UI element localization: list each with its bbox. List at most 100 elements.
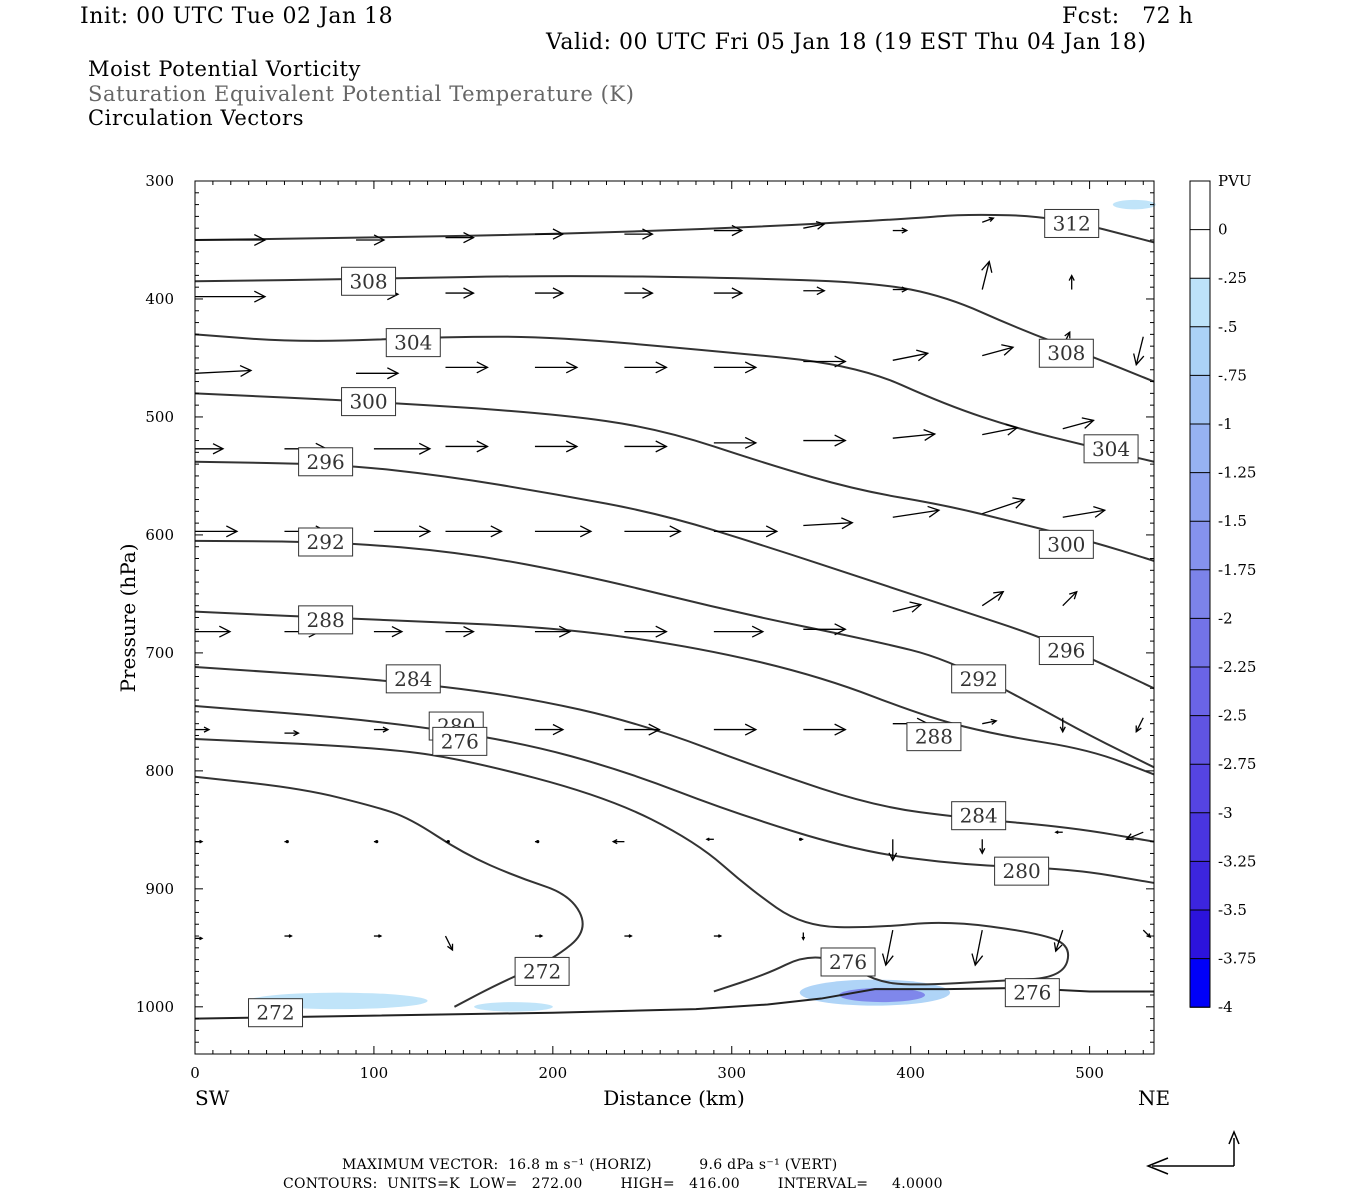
circulation-vector	[803, 221, 826, 230]
circulation-vector	[373, 525, 432, 538]
circulation-vector	[534, 625, 572, 638]
y-tick-label: 900	[145, 880, 174, 898]
contour-label-276: 276	[1004, 978, 1060, 1008]
circulation-vector	[713, 287, 744, 299]
circulation-vector	[534, 934, 544, 938]
colorbar-label: -3.25	[1218, 852, 1256, 870]
circulation-vector	[284, 934, 293, 938]
circulation-vector	[979, 839, 986, 855]
circulation-vector	[713, 525, 779, 538]
colorbar-swatch	[1190, 812, 1210, 862]
isentrope-272	[194, 775, 584, 1008]
circulation-vector	[803, 434, 847, 447]
colorbar-swatch	[1190, 472, 1210, 522]
x-tick-label: 500	[1075, 1064, 1104, 1082]
circulation-vector	[611, 839, 625, 845]
colorbar-label: -3.5	[1218, 901, 1247, 919]
svg-text:276: 276	[829, 950, 867, 974]
circulation-vector	[445, 625, 475, 638]
y-tick-label: 400	[145, 290, 174, 308]
circulation-vector	[803, 723, 847, 736]
circulation-vector	[1062, 505, 1107, 518]
colorbar-swatch	[1190, 715, 1210, 765]
x-end-right: NE	[1138, 1086, 1170, 1110]
contour-label-308: 308	[1038, 338, 1094, 368]
max-vector-note: MAXIMUM VECTOR: 16.8 m s⁻¹ (HORIZ) 9.6 d…	[342, 1157, 838, 1173]
circulation-vector	[892, 505, 941, 518]
contour-label-284: 284	[385, 664, 441, 694]
pv-patch	[474, 1002, 553, 1012]
y-tick-label: 600	[145, 526, 174, 544]
circulation-vector	[373, 840, 379, 844]
y-tick-label: 700	[145, 644, 174, 662]
x-tick-label: 100	[360, 1064, 389, 1082]
circulation-vector	[534, 361, 579, 374]
svg-text:288: 288	[915, 725, 953, 749]
isentrope-280	[194, 704, 1155, 884]
contour-label-288: 288	[298, 605, 354, 635]
circulation-vector	[892, 349, 930, 362]
circulation-vector	[195, 525, 239, 538]
colorbar-label: -1	[1218, 415, 1233, 433]
vector-layer	[194, 216, 1152, 967]
circulation-vector	[982, 497, 1026, 515]
circulation-vector	[982, 423, 1019, 436]
circulation-vector	[713, 934, 723, 938]
svg-text:284: 284	[394, 667, 432, 691]
colorbar-label: -.5	[1218, 318, 1237, 336]
colorbar-label: -2.25	[1218, 658, 1256, 676]
isentrope-276	[194, 738, 1070, 993]
circulation-vector	[981, 590, 1005, 607]
isentrope-296	[194, 460, 1155, 690]
circulation-vector	[624, 934, 633, 938]
colorbar-swatch	[1190, 278, 1210, 327]
contour-label-292: 292	[951, 664, 1007, 694]
circulation-vector	[444, 935, 454, 952]
circulation-vector	[624, 440, 668, 453]
circulation-vector	[982, 344, 1015, 357]
svg-text:280: 280	[1003, 859, 1041, 883]
contour-label-284: 284	[951, 801, 1007, 831]
svg-text:296: 296	[1047, 639, 1085, 663]
isentrope-292	[194, 539, 1155, 769]
contour-label-292: 292	[298, 527, 354, 557]
contour-label-276: 276	[432, 726, 488, 756]
contour-label-300: 300	[1038, 529, 1094, 559]
svg-text:304: 304	[1092, 437, 1130, 461]
contour-label-272: 272	[514, 956, 570, 986]
colorbar-label: -3.75	[1218, 950, 1256, 968]
svg-text:308: 308	[349, 269, 387, 293]
valid-time: Valid: 00 UTC Fri 05 Jan 18 (19 EST Thu …	[546, 30, 1147, 55]
contour-label-276: 276	[820, 947, 876, 977]
colorbar-swatch	[1190, 181, 1210, 230]
x-tick-label: 300	[717, 1064, 746, 1082]
circulation-vector	[798, 837, 804, 841]
circulation-vector	[445, 361, 489, 374]
circulation-vector	[803, 623, 847, 636]
init-time: Init: 00 UTC Tue 02 Jan 18	[80, 4, 394, 29]
circulation-vector	[713, 625, 765, 638]
circulation-vector	[713, 361, 758, 374]
circulation-vector	[445, 440, 489, 453]
contour-label-296: 296	[298, 447, 354, 477]
circulation-vector	[705, 837, 714, 842]
field-title-thetae: Saturation Equivalent Potential Temperat…	[88, 82, 635, 106]
colorbar-swatch	[1190, 910, 1210, 959]
circulation-vector	[1059, 717, 1066, 734]
circulation-vector	[982, 216, 995, 223]
circulation-vector	[881, 930, 894, 967]
circulation-vector	[534, 440, 579, 453]
y-tick-label: 300	[145, 172, 174, 190]
pv-shading-layer	[248, 199, 1156, 1012]
circulation-vector	[373, 934, 383, 938]
colorbar-swatch	[1190, 764, 1210, 813]
colorbar-label: -.75	[1218, 366, 1247, 384]
colorbar-label: 0	[1218, 221, 1228, 239]
colorbar-swatch	[1190, 618, 1210, 667]
colorbar-label: -1.25	[1218, 464, 1256, 482]
colorbar-swatch	[1190, 229, 1210, 279]
colorbar-label: -4	[1218, 998, 1233, 1016]
circulation-vector	[1054, 830, 1063, 835]
circulation-vector	[373, 442, 432, 455]
svg-text:304: 304	[394, 331, 432, 355]
